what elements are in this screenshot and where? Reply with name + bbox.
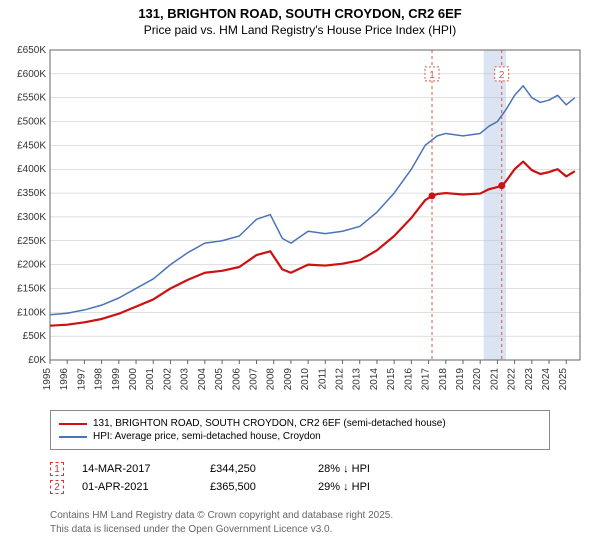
svg-text:2001: 2001 (145, 368, 156, 391)
sale-row: 2 01-APR-2021 £365,500 29% ↓ HPI (50, 478, 408, 496)
svg-text:2016: 2016 (403, 368, 414, 391)
svg-text:2011: 2011 (317, 368, 328, 390)
chart-svg: £0K £50K £100K £150K £200K £250K £300K £350K £40… (0, 40, 600, 400)
sale-delta: 29% ↓ HPI (318, 481, 408, 493)
svg-text:£100K: £100K (17, 307, 46, 318)
svg-text:2008: 2008 (266, 368, 277, 391)
svg-text:£150K: £150K (17, 283, 46, 294)
sale-row: 1 14-MAR-2017 £344,250 28% ↓ HPI (50, 460, 408, 478)
chart-area: £0K £50K £100K £150K £200K £250K £300K £350K £40… (0, 40, 600, 400)
legend-swatch (59, 423, 87, 425)
svg-text:2014: 2014 (369, 368, 380, 391)
legend-swatch (59, 436, 87, 438)
citation-licence: This data is licensed under the Open Gov… (50, 524, 332, 535)
svg-text:£350K: £350K (17, 188, 46, 199)
svg-text:£550K: £550K (17, 93, 46, 104)
legend-label: 131, BRIGHTON ROAD, SOUTH CROYDON, CR2 6… (93, 418, 446, 429)
svg-text:2020: 2020 (472, 368, 483, 391)
legend-box: 131, BRIGHTON ROAD, SOUTH CROYDON, CR2 6… (50, 410, 550, 450)
svg-text:2010: 2010 (300, 368, 311, 391)
sales-table: 1 14-MAR-2017 £344,250 28% ↓ HPI 2 01-APR-202… (50, 460, 408, 496)
legend-row: HPI: Average price, semi-detached house,… (59, 430, 541, 443)
svg-text:2003: 2003 (180, 368, 191, 391)
legend-label: HPI: Average price, semi-detached house,… (93, 431, 321, 442)
svg-text:2000: 2000 (128, 368, 139, 391)
svg-text:2006: 2006 (231, 368, 242, 391)
svg-text:2007: 2007 (248, 368, 259, 391)
svg-text:2024: 2024 (541, 368, 552, 391)
svg-text:2023: 2023 (524, 368, 535, 391)
svg-text:2019: 2019 (455, 368, 466, 391)
sale-delta: 28% ↓ HPI (318, 463, 408, 475)
svg-text:2009: 2009 (283, 368, 294, 391)
svg-text:£250K: £250K (17, 236, 46, 247)
svg-text:2: 2 (499, 70, 505, 81)
svg-text:1995: 1995 (42, 368, 53, 391)
sale-price: £365,500 (210, 481, 300, 493)
svg-text:2025: 2025 (558, 368, 569, 391)
svg-text:1: 1 (429, 70, 435, 81)
sale-price: £344,250 (210, 463, 300, 475)
svg-text:£0K: £0K (28, 355, 46, 366)
svg-text:£600K: £600K (17, 69, 46, 80)
svg-text:2018: 2018 (438, 368, 449, 391)
svg-text:1996: 1996 (59, 368, 70, 391)
svg-text:2002: 2002 (162, 368, 173, 391)
svg-text:2017: 2017 (421, 368, 432, 391)
sale-marker-icon: 2 (50, 480, 64, 494)
svg-text:£300K: £300K (17, 212, 46, 223)
svg-text:2015: 2015 (386, 368, 397, 391)
svg-text:1998: 1998 (94, 368, 105, 391)
svg-text:£400K: £400K (17, 164, 46, 175)
svg-text:£500K: £500K (17, 117, 46, 128)
svg-text:1997: 1997 (76, 368, 87, 391)
legend-row: 131, BRIGHTON ROAD, SOUTH CROYDON, CR2 6… (59, 417, 541, 430)
svg-text:2021: 2021 (489, 368, 500, 391)
svg-text:£450K: £450K (17, 140, 46, 151)
citation-copyright: Contains HM Land Registry data © Crown c… (50, 510, 393, 521)
svg-text:1999: 1999 (111, 368, 122, 391)
svg-text:2013: 2013 (352, 368, 363, 391)
sale-date: 01-APR-2021 (82, 481, 192, 493)
svg-text:£200K: £200K (17, 260, 46, 271)
svg-text:2004: 2004 (197, 368, 208, 391)
sale-date: 14-MAR-2017 (82, 463, 192, 475)
svg-text:£50K: £50K (23, 331, 47, 342)
chart-title: 131, BRIGHTON ROAD, SOUTH CROYDON, CR2 6… (0, 0, 600, 21)
svg-text:2022: 2022 (507, 368, 518, 391)
sale-marker-icon: 1 (50, 462, 64, 476)
svg-text:2005: 2005 (214, 368, 225, 391)
svg-text:£650K: £650K (17, 45, 46, 56)
svg-text:2012: 2012 (335, 368, 346, 391)
